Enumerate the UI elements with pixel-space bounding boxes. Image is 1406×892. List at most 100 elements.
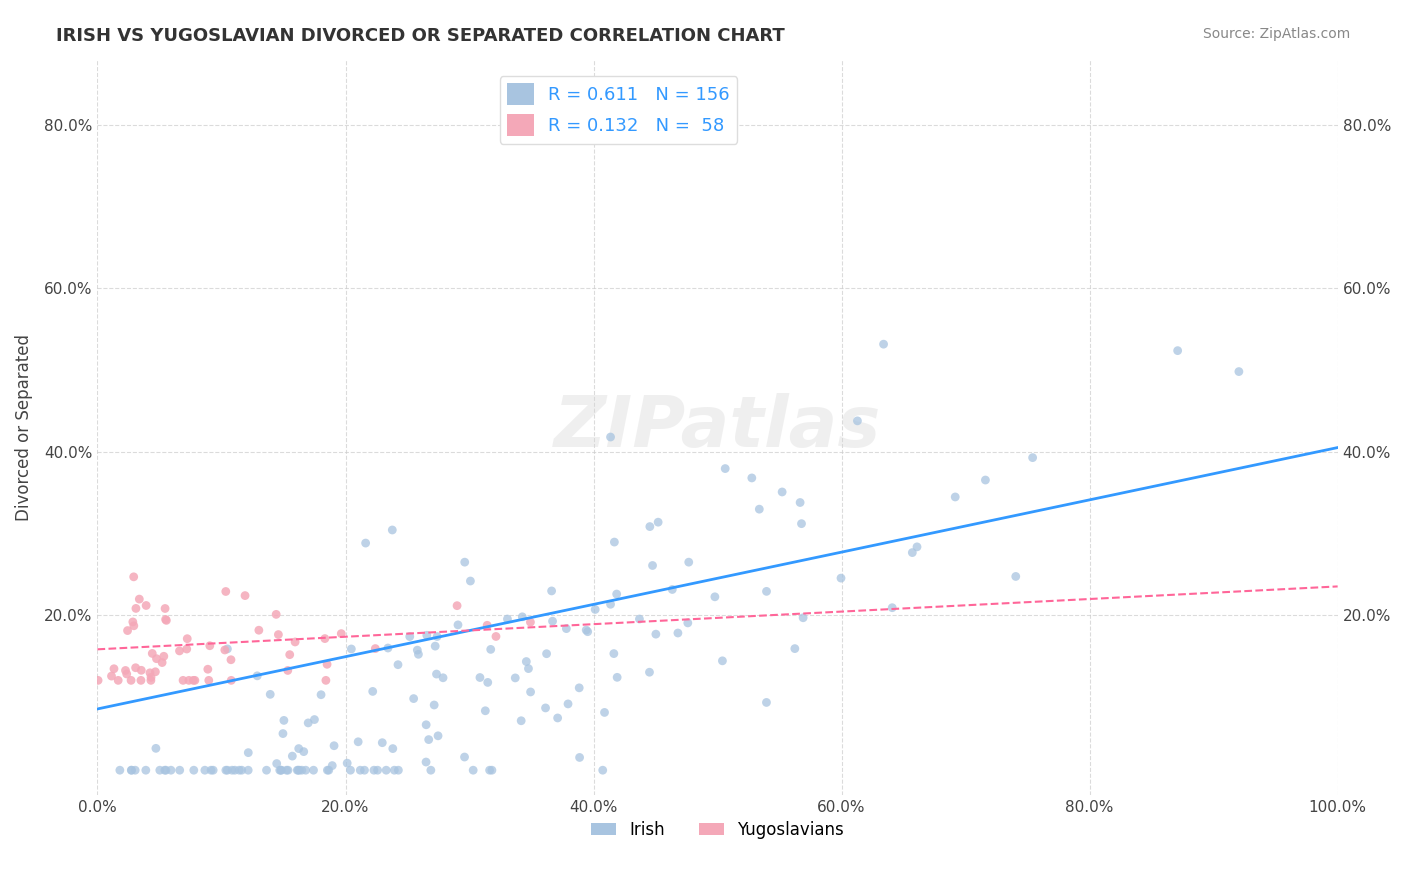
Point <box>288 763 311 777</box>
Point <box>215 763 238 777</box>
Point <box>247 624 270 638</box>
Point <box>264 607 287 622</box>
Point <box>974 473 997 487</box>
Point <box>278 648 301 662</box>
Point <box>427 729 450 743</box>
Point <box>792 611 814 625</box>
Point <box>714 461 737 475</box>
Point <box>202 763 225 777</box>
Point <box>415 718 437 732</box>
Point <box>748 502 770 516</box>
Point <box>292 745 315 759</box>
Point <box>277 664 299 678</box>
Point <box>124 763 146 777</box>
Point <box>418 732 440 747</box>
Point <box>276 763 298 777</box>
Point <box>1167 343 1189 358</box>
Point <box>638 665 661 680</box>
Point <box>129 663 152 677</box>
Point <box>246 669 269 683</box>
Point <box>419 763 441 777</box>
Point <box>830 571 852 585</box>
Point <box>120 763 142 777</box>
Point <box>197 662 219 676</box>
Point <box>790 516 813 531</box>
Point <box>194 763 217 777</box>
Point <box>463 763 485 777</box>
Point <box>363 763 385 777</box>
Point <box>367 763 389 777</box>
Point <box>217 763 239 777</box>
Point <box>661 582 683 597</box>
Point <box>219 653 242 667</box>
Point <box>592 763 614 777</box>
Point <box>259 687 281 701</box>
Point <box>770 485 793 500</box>
Point <box>177 673 200 688</box>
Point <box>314 632 336 646</box>
Point <box>145 665 167 679</box>
Point <box>122 570 145 584</box>
Point <box>215 584 238 599</box>
Point <box>541 614 564 628</box>
Point <box>128 592 150 607</box>
Point <box>408 648 430 662</box>
Point <box>703 590 725 604</box>
Point <box>233 589 256 603</box>
Point <box>426 630 449 644</box>
Point <box>485 630 508 644</box>
Point <box>200 763 222 777</box>
Point <box>284 635 307 649</box>
Point <box>316 763 339 777</box>
Point <box>315 673 337 688</box>
Point <box>285 763 308 777</box>
Point <box>219 673 242 688</box>
Point <box>198 639 221 653</box>
Point <box>339 763 361 777</box>
Point <box>353 763 375 777</box>
Point <box>347 735 370 749</box>
Point <box>423 698 446 712</box>
Point <box>515 655 537 669</box>
Point <box>755 695 778 709</box>
Point <box>402 691 425 706</box>
Point <box>783 641 806 656</box>
Point <box>122 619 145 633</box>
Point <box>789 495 811 509</box>
Point <box>534 701 557 715</box>
Point <box>557 697 579 711</box>
Point <box>277 763 299 777</box>
Point <box>169 644 191 658</box>
Point <box>519 685 541 699</box>
Point <box>547 711 569 725</box>
Point <box>371 736 394 750</box>
Point <box>124 661 146 675</box>
Point <box>382 763 405 777</box>
Point <box>425 667 447 681</box>
Point <box>145 651 167 665</box>
Point <box>468 671 491 685</box>
Point <box>221 763 243 777</box>
Point <box>846 414 869 428</box>
Point <box>454 555 477 569</box>
Point <box>184 673 207 688</box>
Point <box>318 763 340 777</box>
Point <box>115 667 138 681</box>
Point <box>415 755 437 769</box>
Point <box>361 684 384 698</box>
Point <box>297 715 319 730</box>
Point <box>375 763 398 777</box>
Point <box>628 612 651 626</box>
Point <box>176 642 198 657</box>
Point <box>231 763 253 777</box>
Text: Source: ZipAtlas.com: Source: ZipAtlas.com <box>1202 27 1350 41</box>
Point <box>364 641 387 656</box>
Point <box>540 583 562 598</box>
Point <box>267 627 290 641</box>
Point <box>87 673 110 688</box>
Point <box>872 337 894 351</box>
Point <box>238 763 260 777</box>
Point <box>603 647 626 661</box>
Point <box>349 763 371 777</box>
Point <box>599 430 621 444</box>
